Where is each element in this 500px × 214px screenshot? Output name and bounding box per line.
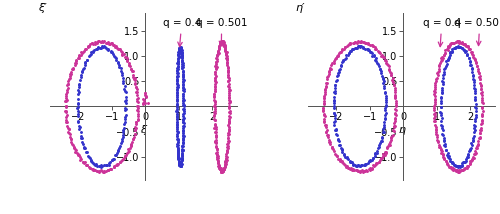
Text: q = 0.4: q = 0.4 bbox=[422, 18, 461, 47]
Y-axis label: η′: η′ bbox=[296, 3, 306, 13]
Y-axis label: ξ′: ξ′ bbox=[38, 3, 47, 13]
X-axis label: η: η bbox=[398, 125, 405, 135]
X-axis label: ξ: ξ bbox=[140, 125, 146, 135]
Text: q = 0.501: q = 0.501 bbox=[196, 18, 248, 46]
Text: q = 0.501: q = 0.501 bbox=[454, 18, 500, 46]
Text: q = 0.4: q = 0.4 bbox=[162, 18, 201, 47]
